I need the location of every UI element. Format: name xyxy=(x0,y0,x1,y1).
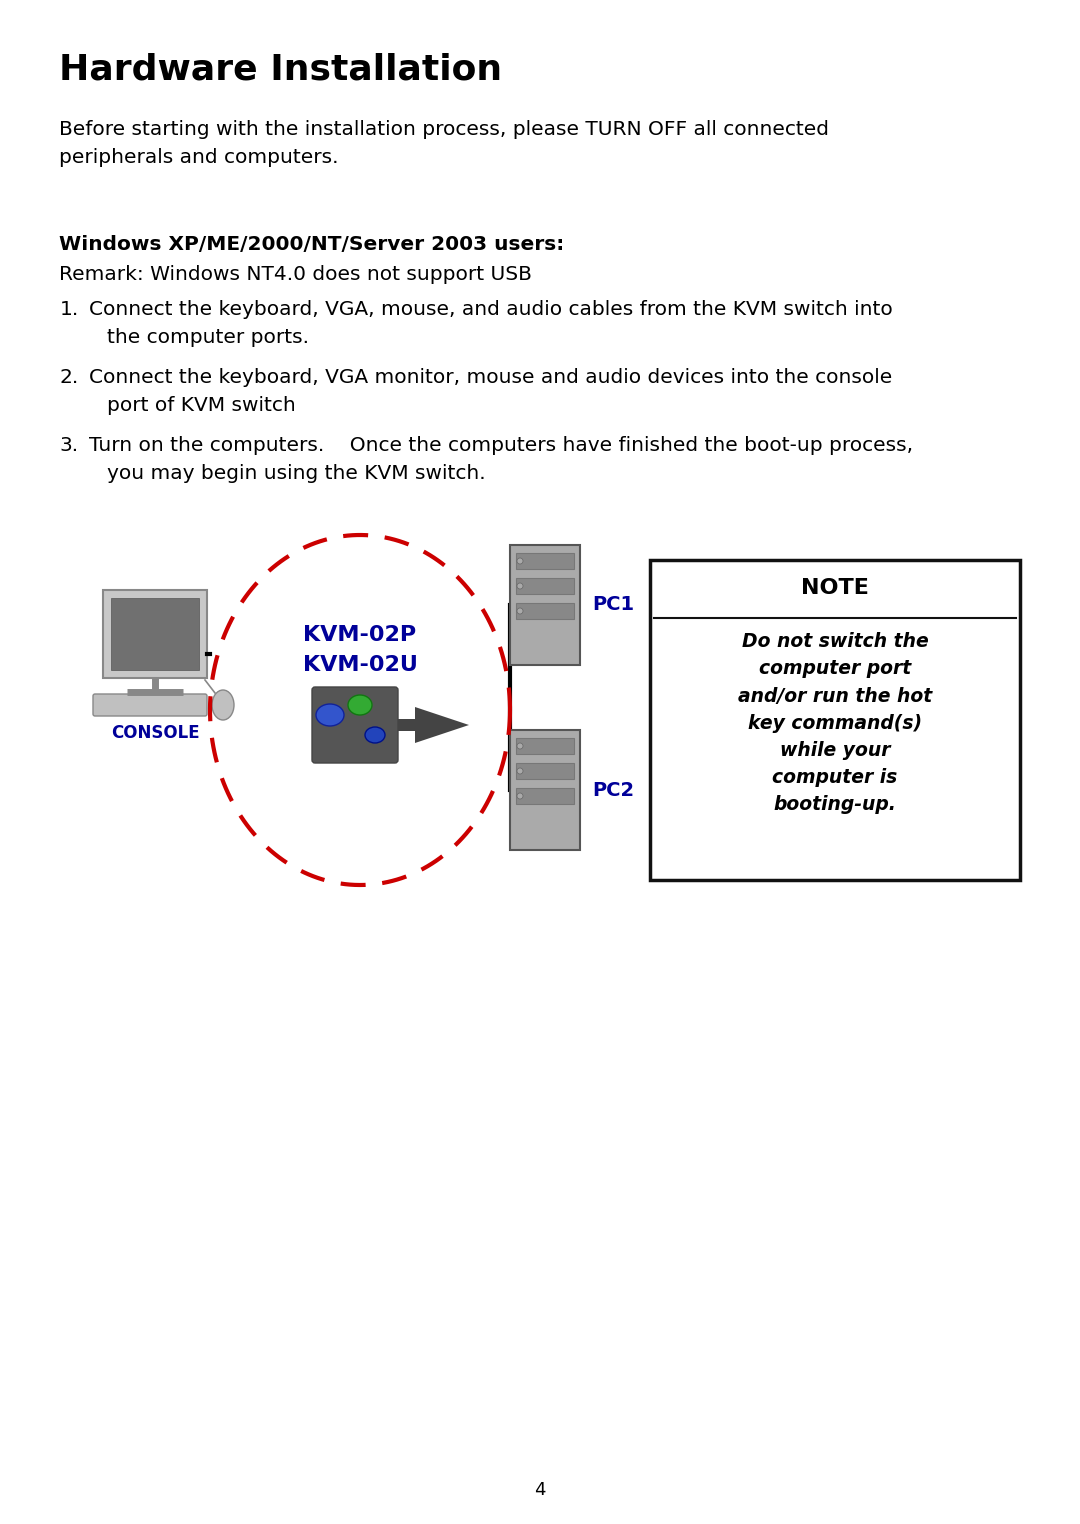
Circle shape xyxy=(517,792,523,799)
Text: CONSOLE: CONSOLE xyxy=(110,724,200,742)
FancyBboxPatch shape xyxy=(650,559,1020,879)
Circle shape xyxy=(517,608,523,614)
Text: KVM-02U: KVM-02U xyxy=(302,655,418,675)
FancyBboxPatch shape xyxy=(516,764,573,779)
Ellipse shape xyxy=(316,704,345,725)
Text: Remark: Windows NT4.0 does not support USB: Remark: Windows NT4.0 does not support U… xyxy=(59,265,532,283)
Text: Do not switch the
computer port
and/or run the hot
key command(s)
while your
com: Do not switch the computer port and/or r… xyxy=(738,632,932,814)
Text: Connect the keyboard, VGA, mouse, and audio cables from the KVM switch into: Connect the keyboard, VGA, mouse, and au… xyxy=(90,300,893,319)
Text: 3.: 3. xyxy=(59,436,79,456)
FancyBboxPatch shape xyxy=(312,687,399,764)
FancyBboxPatch shape xyxy=(516,604,573,619)
FancyBboxPatch shape xyxy=(93,693,207,716)
FancyBboxPatch shape xyxy=(516,788,573,805)
FancyBboxPatch shape xyxy=(516,553,573,568)
Text: the computer ports.: the computer ports. xyxy=(107,328,309,347)
Ellipse shape xyxy=(365,727,384,744)
Text: PC1: PC1 xyxy=(592,596,634,614)
Text: 2.: 2. xyxy=(59,367,79,387)
Ellipse shape xyxy=(348,695,372,715)
Circle shape xyxy=(517,558,523,564)
Circle shape xyxy=(517,584,523,588)
FancyArrow shape xyxy=(390,707,469,744)
Text: NOTE: NOTE xyxy=(801,578,869,597)
FancyBboxPatch shape xyxy=(111,597,199,671)
Text: KVM-02P: KVM-02P xyxy=(303,625,417,645)
Text: Turn on the computers.    Once the computers have finished the boot-up process,: Turn on the computers. Once the computer… xyxy=(90,436,914,456)
Text: Windows XP/ME/2000/NT/Server 2003 users:: Windows XP/ME/2000/NT/Server 2003 users: xyxy=(59,235,565,255)
Text: you may begin using the KVM switch.: you may begin using the KVM switch. xyxy=(107,463,486,483)
FancyBboxPatch shape xyxy=(510,546,580,664)
Text: port of KVM switch: port of KVM switch xyxy=(107,396,296,415)
Circle shape xyxy=(517,768,523,774)
Text: 1.: 1. xyxy=(59,300,79,319)
FancyBboxPatch shape xyxy=(516,738,573,754)
FancyBboxPatch shape xyxy=(103,590,207,678)
Text: Connect the keyboard, VGA monitor, mouse and audio devices into the console: Connect the keyboard, VGA monitor, mouse… xyxy=(90,367,893,387)
Ellipse shape xyxy=(212,690,234,719)
Text: 4: 4 xyxy=(535,1481,545,1500)
Text: Before starting with the installation process, please TURN OFF all connected: Before starting with the installation pr… xyxy=(59,120,829,139)
Circle shape xyxy=(517,744,523,748)
FancyBboxPatch shape xyxy=(510,730,580,850)
Text: Hardware Installation: Hardware Installation xyxy=(59,52,502,85)
Text: peripherals and computers.: peripherals and computers. xyxy=(59,148,339,168)
FancyBboxPatch shape xyxy=(516,578,573,594)
Text: PC2: PC2 xyxy=(592,780,634,800)
